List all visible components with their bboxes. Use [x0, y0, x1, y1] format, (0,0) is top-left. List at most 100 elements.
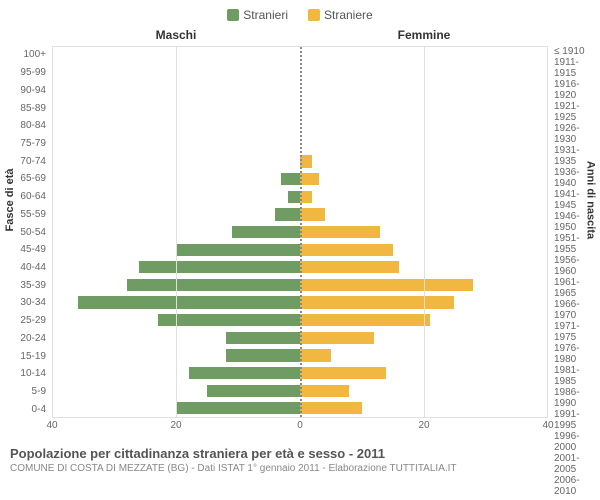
bars-male [52, 47, 300, 417]
legend: Stranieri Straniere [0, 0, 600, 22]
bar-female [300, 208, 325, 220]
x-tick: 40 [542, 420, 553, 431]
birth-label: ≤ 1910 [554, 46, 585, 57]
bar-row-female [300, 276, 547, 294]
column-headers: Maschi Femmine [0, 28, 600, 42]
birth-label: 1966-1970 [554, 299, 600, 321]
age-label: 25-29 [20, 312, 46, 330]
x-tick: 0 [297, 420, 303, 431]
legend-swatch-female [308, 9, 320, 21]
birth-label: 2006-2010 [554, 475, 600, 497]
birth-label: 1946-1950 [554, 211, 600, 233]
bar-male [226, 332, 300, 344]
birth-label: 1971-1975 [554, 321, 600, 343]
age-label: 60-64 [20, 188, 46, 206]
bar-row-male [53, 364, 300, 382]
bar-row-female [300, 135, 547, 153]
birth-label: 1991-1995 [554, 409, 600, 431]
bar-row-male [53, 276, 300, 294]
age-label: 5-9 [32, 383, 46, 401]
caption: Popolazione per cittadinanza straniera p… [0, 434, 600, 474]
age-label: 20-24 [20, 330, 46, 348]
chart-title: Popolazione per cittadinanza straniera p… [10, 446, 590, 461]
age-label: 10-14 [20, 365, 46, 383]
age-label: 85-89 [20, 99, 46, 117]
legend-item-male: Stranieri [227, 8, 288, 22]
bar-female [300, 226, 380, 238]
bar-row-female [300, 329, 547, 347]
bar-row-female [300, 311, 547, 329]
bar-female [300, 314, 430, 326]
age-label: 0-4 [32, 400, 46, 418]
bar-row-male [53, 65, 300, 83]
birth-label: 1976-1980 [554, 343, 600, 365]
bar-male [288, 191, 300, 203]
bar-row-female [300, 400, 547, 418]
birth-label: 1936-1940 [554, 167, 600, 189]
bar-male [189, 367, 300, 379]
bar-row-male [53, 329, 300, 347]
legend-label-female: Straniere [324, 8, 373, 22]
age-label: 90-94 [20, 81, 46, 99]
bar-female [300, 191, 312, 203]
bar-male [177, 244, 301, 256]
bar-row-male [53, 47, 300, 65]
bar-row-female [300, 153, 547, 171]
bar-row-male [53, 347, 300, 365]
bar-row-female [300, 259, 547, 277]
bar-row-female [300, 82, 547, 100]
age-label: 75-79 [20, 135, 46, 153]
bar-male [207, 385, 300, 397]
bar-row-female [300, 382, 547, 400]
bar-row-male [53, 135, 300, 153]
age-label: 50-54 [20, 223, 46, 241]
x-tick: 20 [170, 420, 181, 431]
bar-male [275, 208, 300, 220]
bar-row-male [53, 100, 300, 118]
bar-row-male [53, 206, 300, 224]
bar-row-male [53, 294, 300, 312]
bar-row-male [53, 82, 300, 100]
bar-row-male [53, 118, 300, 136]
birth-label: 1921-1925 [554, 101, 600, 123]
birth-label: 2001-2005 [554, 453, 600, 475]
bar-female [300, 332, 374, 344]
legend-label-male: Stranieri [243, 8, 288, 22]
chart-subtitle: COMUNE DI COSTA DI MEZZATE (BG) - Dati I… [10, 463, 590, 474]
y-axis-age: 100+95-9990-9485-8980-8475-7970-7465-696… [0, 46, 52, 418]
birth-label: 1926-1930 [554, 123, 600, 145]
bar-female [300, 244, 393, 256]
bar-male [139, 261, 300, 273]
birth-label: 1986-1990 [554, 387, 600, 409]
birth-label: 1951-1955 [554, 233, 600, 255]
bar-female [300, 261, 399, 273]
plot [52, 46, 548, 418]
bars-female [300, 47, 548, 417]
bar-male [127, 279, 300, 291]
birth-label: 1911-1915 [554, 57, 600, 79]
bar-row-female [300, 65, 547, 83]
bar-row-male [53, 223, 300, 241]
bar-female [300, 349, 331, 361]
age-label: 30-34 [20, 294, 46, 312]
birth-label: 1956-1960 [554, 255, 600, 277]
bar-male [158, 314, 300, 326]
chart-area: 100+95-9990-9485-8980-8475-7970-7465-696… [0, 46, 600, 418]
x-tick: 40 [46, 420, 57, 431]
age-label: 65-69 [20, 170, 46, 188]
legend-swatch-male [227, 9, 239, 21]
age-label: 45-49 [20, 241, 46, 259]
bar-female [300, 155, 312, 167]
bar-row-male [53, 170, 300, 188]
bar-row-female [300, 170, 547, 188]
bar-row-male [53, 311, 300, 329]
x-axis-ticks: 402002040 [52, 420, 548, 434]
header-male: Maschi [0, 28, 300, 42]
bar-female [300, 402, 362, 414]
bar-row-male [53, 241, 300, 259]
bar-row-female [300, 47, 547, 65]
bar-female [300, 385, 349, 397]
bar-row-female [300, 223, 547, 241]
x-axis: 402002040 [0, 420, 600, 434]
birth-label: 1931-1935 [554, 145, 600, 167]
